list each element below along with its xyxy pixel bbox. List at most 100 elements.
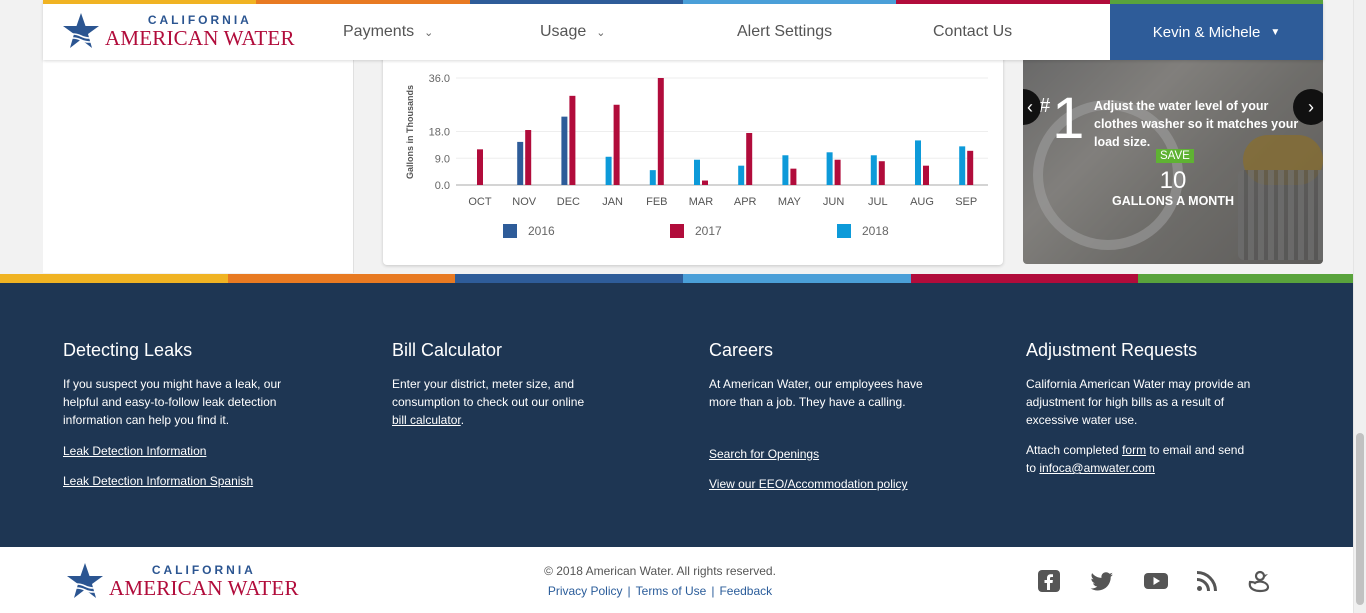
x-tick-label: JUL: [868, 196, 888, 208]
x-tick-label: OCT: [468, 196, 492, 208]
separator: |: [711, 584, 715, 598]
footer-adjustment-requests: Adjustment Requests California American …: [1026, 340, 1256, 477]
carousel-prev-button[interactable]: ‹: [1023, 89, 1041, 125]
logo-line1: CALIFORNIA: [151, 562, 256, 577]
bar-2018-feb: [649, 170, 656, 185]
form-link[interactable]: form: [1122, 443, 1147, 457]
adjust-attach-pre: Attach completed: [1026, 443, 1119, 457]
bottom-bar: CALIFORNIA AMERICAN WATER © 2018 America…: [0, 547, 1366, 613]
nav-payments[interactable]: Payments ⌄: [343, 4, 433, 60]
bar-2016-dec: [561, 116, 568, 185]
bar-2018-may: [782, 155, 789, 185]
y-tick-label: 18.0: [429, 127, 450, 139]
leak-detection-link[interactable]: Leak Detection Information: [63, 444, 207, 458]
nav-contact-us-label: Contact Us: [933, 23, 1013, 40]
y-tick-label: 0.0: [435, 180, 450, 192]
chevron-left-icon: ‹: [1027, 96, 1033, 117]
privacy-policy-link[interactable]: Privacy Policy: [547, 584, 623, 598]
stripe-segment: [256, 0, 470, 4]
search-openings-link[interactable]: Search for Openings: [709, 447, 820, 461]
nav-alert-settings-label: Alert Settings: [737, 23, 833, 40]
user-name: Kevin & Michele: [1152, 23, 1261, 41]
scrollbar-thumb[interactable]: [1356, 433, 1364, 605]
bar-2017-may: [790, 168, 797, 185]
header-logo[interactable]: CALIFORNIA AMERICAN WATER: [61, 11, 295, 51]
nav-usage-label: Usage: [540, 23, 587, 40]
facebook-icon[interactable]: [1037, 569, 1061, 593]
footer-detecting-leaks: Detecting Leaks If you suspect you might…: [63, 340, 293, 429]
x-tick-label: FEB: [646, 196, 667, 208]
bar-2018-jan: [605, 156, 612, 185]
carousel-next-button[interactable]: ›: [1293, 89, 1323, 125]
stripe-segment: [682, 0, 897, 4]
rss-icon[interactable]: [1195, 569, 1219, 593]
tip-number-value: 1: [1052, 86, 1085, 151]
eeo-policy-link[interactable]: View our EEO/Accommodation policy: [709, 477, 908, 491]
page-scrollbar[interactable]: [1353, 0, 1366, 613]
footer-bill-calculator: Bill Calculator Enter your district, met…: [392, 340, 602, 429]
x-tick-label: JUN: [823, 196, 844, 208]
stripe-segment: [1109, 0, 1323, 4]
stripe-segment: [896, 0, 1110, 4]
y-tick-label: 36.0: [429, 73, 450, 85]
legend-swatch-2016: [503, 224, 517, 238]
leaks-title: Detecting Leaks: [63, 340, 193, 360]
y-tick-label: 9.0: [435, 153, 450, 165]
footer-color-stripe: [0, 274, 1366, 283]
color-stripe: [43, 0, 1323, 4]
bar-2017-mar: [702, 180, 708, 185]
bar-2017-dec: [569, 95, 576, 185]
nav-alert-settings[interactable]: Alert Settings: [737, 4, 832, 60]
tip-number: #1: [1039, 90, 1084, 148]
save-badge: SAVE: [1156, 149, 1194, 163]
bar-2018-aug: [915, 140, 921, 185]
stripe-segment: [469, 0, 683, 4]
x-tick-label: NOV: [512, 196, 537, 208]
duck-icon[interactable]: [1247, 569, 1271, 593]
usage-chart-card: Gallons in Thousands 36.0 18.0 9.0 0.0 OCT NOV…: [383, 40, 1003, 265]
star-logo-icon: [63, 13, 99, 48]
chevron-right-icon: ›: [1308, 96, 1314, 117]
email-link[interactable]: infoca@amwater.com: [1039, 461, 1155, 475]
bar-2017-jun: [834, 159, 841, 185]
youtube-icon[interactable]: [1143, 569, 1169, 593]
stripe-segment: [1138, 274, 1366, 283]
nav-usage[interactable]: Usage ⌄: [540, 4, 605, 60]
bar-2018-apr: [738, 165, 745, 185]
stripe-segment: [455, 274, 684, 283]
legend-swatch-2017: [670, 224, 684, 238]
terms-of-use-link[interactable]: Terms of Use: [635, 584, 707, 598]
bar-2018-mar: [694, 159, 700, 185]
leak-detection-spanish-link[interactable]: Leak Detection Information Spanish: [63, 474, 254, 488]
bar-2016-nov: [517, 141, 524, 185]
copyright: © 2018 American Water. All rights reserv…: [544, 564, 776, 578]
stripe-segment: [683, 274, 911, 283]
logo-line1: CALIFORNIA: [147, 12, 252, 27]
nav-payments-label: Payments: [343, 23, 415, 40]
site-footer: Detecting Leaks If you suspect you might…: [0, 274, 1366, 547]
site-header: CALIFORNIA AMERICAN WATER Payments ⌄ Usa…: [43, 0, 1323, 60]
washer-image: [1033, 100, 1183, 250]
bar-2017-sep: [967, 150, 974, 185]
logo-line2: AMERICAN WATER: [105, 25, 295, 50]
water-tip-carousel: #1 Adjust the water level of your clothe…: [1023, 40, 1323, 264]
tip-text: Adjust the water level of your clothes w…: [1094, 99, 1299, 149]
feedback-link[interactable]: Feedback: [719, 584, 773, 598]
user-menu[interactable]: Kevin & Michele ▼: [1110, 4, 1323, 60]
stripe-segment: [227, 274, 456, 283]
bar-2018-sep: [959, 146, 966, 185]
stripe-segment: [43, 0, 257, 4]
twitter-icon[interactable]: [1090, 569, 1114, 593]
careers-text: At American Water, our employees have mo…: [709, 377, 923, 409]
bar-2017-feb: [657, 78, 664, 185]
calc-text: Enter your district, meter size, and con…: [392, 377, 585, 409]
bar-2017-apr: [746, 132, 753, 185]
legend-label-2016: 2016: [528, 224, 555, 238]
bill-calculator-link[interactable]: bill calculator: [392, 413, 461, 427]
tip-hash: #: [1039, 95, 1051, 117]
chevron-down-icon: ▼: [1270, 26, 1281, 38]
nav-contact-us[interactable]: Contact Us: [933, 4, 1012, 60]
leaks-text: If you suspect you might have a leak, ou…: [63, 377, 282, 427]
footer-logo[interactable]: CALIFORNIA AMERICAN WATER: [65, 561, 299, 601]
footer-careers: Careers At American Water, our employees…: [709, 340, 929, 411]
